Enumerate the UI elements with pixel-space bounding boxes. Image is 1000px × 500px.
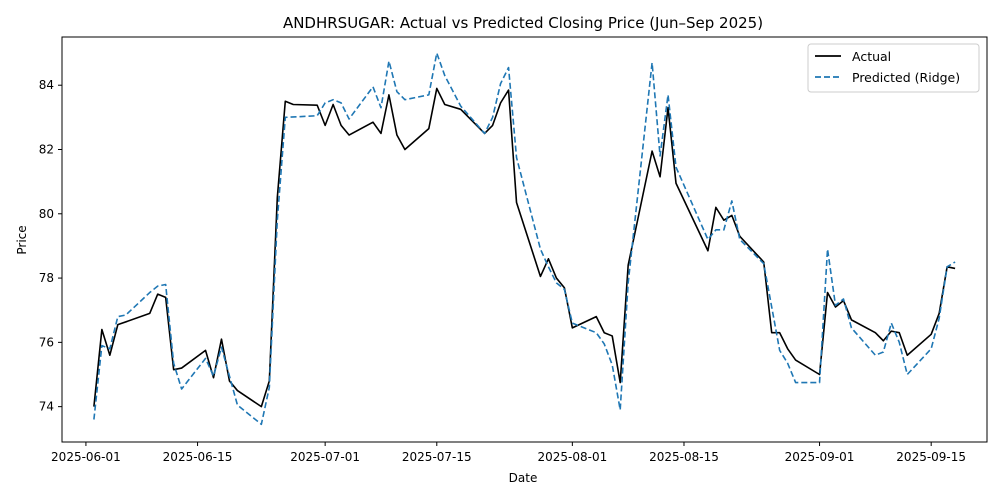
y-tick-label: 84 xyxy=(39,78,54,92)
series-line-actual xyxy=(93,87,956,408)
legend-box xyxy=(807,43,980,93)
plot-frame xyxy=(61,36,988,443)
x-tick-label: 2025-09-01 xyxy=(785,450,855,464)
y-tick-label: 74 xyxy=(39,400,54,414)
x-tick-label: 2025-07-01 xyxy=(290,450,360,464)
x-axis: 2025-06-01 2025-06-15 2025-07-01 2025-07-15… xyxy=(51,442,966,464)
x-tick-label: 2025-08-01 xyxy=(537,450,607,464)
x-tick-label: 2025-07-15 xyxy=(402,450,472,464)
x-tick-label: 2025-06-15 xyxy=(163,450,233,464)
y-tick-label: 82 xyxy=(39,143,54,157)
y-tick-label: 78 xyxy=(39,271,54,285)
legend-label-predicted: Predicted (Ridge) xyxy=(852,70,960,85)
legend: Actual Predicted (Ridge) xyxy=(807,43,980,93)
y-tick-label: 76 xyxy=(39,335,54,349)
series-line-predicted xyxy=(93,52,956,426)
y-axis: 74 76 78 80 82 84 xyxy=(39,78,62,414)
legend-label-actual: Actual xyxy=(852,49,891,64)
x-tick-label: 2025-08-15 xyxy=(649,450,719,464)
x-tick-label: 2025-09-15 xyxy=(896,450,966,464)
y-tick-label: 80 xyxy=(39,207,54,221)
series-layer xyxy=(93,52,956,426)
x-tick-label: 2025-06-01 xyxy=(51,450,121,464)
y-axis-label: Price xyxy=(15,225,29,254)
chart-title: ANDHRSUGAR: Actual vs Predicted Closing … xyxy=(283,14,763,32)
x-axis-label: Date xyxy=(509,471,538,485)
